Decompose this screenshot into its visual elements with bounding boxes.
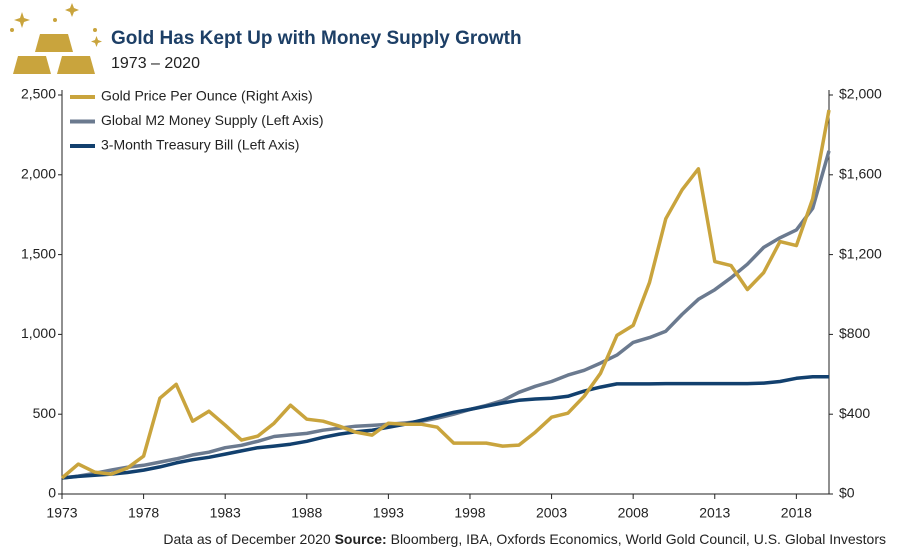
- x-tick-label: 1988: [291, 505, 322, 521]
- series-line: [61, 150, 831, 480]
- footnote: Data as of December 2020 Source: Bloombe…: [163, 531, 886, 547]
- y-tick-label: 2,500: [21, 86, 56, 102]
- legend-label: Global M2 Money Supply (Left Axis): [101, 112, 324, 128]
- y-tick-label: 1,500: [21, 245, 56, 261]
- x-tick-label: 2018: [781, 505, 812, 521]
- y2-tick-label: $800: [839, 325, 870, 341]
- source: Bloomberg, IBA, Oxfords Economics, World…: [391, 531, 886, 547]
- x-tick-label: 1993: [373, 505, 404, 521]
- y2-tick-label: $400: [839, 405, 870, 421]
- y2-tick-label: $0: [839, 485, 855, 501]
- y-tick-label: 500: [33, 405, 57, 421]
- y2-tick-label: $2,000: [839, 86, 882, 102]
- y2-tick-label: $1,200: [839, 245, 882, 261]
- x-tick-label: 1978: [128, 505, 159, 521]
- x-tick-label: 1998: [454, 505, 485, 521]
- x-tick-label: 1983: [210, 505, 241, 521]
- series-line: [60, 109, 831, 480]
- y-tick-label: 1,000: [21, 325, 56, 341]
- y-tick-label: 0: [48, 485, 56, 501]
- legend-label: 3-Month Treasury Bill (Left Axis): [101, 137, 299, 153]
- x-tick-label: 2008: [618, 505, 649, 521]
- x-tick-label: 1973: [46, 505, 77, 521]
- chart-title: Gold Has Kept Up with Money Supply Growt…: [111, 28, 522, 49]
- logo: [10, 3, 102, 74]
- y-tick-label: 2,000: [21, 166, 56, 182]
- legend-label: Gold Price Per Ounce (Right Axis): [101, 88, 313, 104]
- series-line: [61, 374, 829, 480]
- y2-tick-label: $1,600: [839, 166, 882, 182]
- x-tick-label: 2003: [536, 505, 567, 521]
- chart-subtitle: 1973 – 2020: [111, 55, 200, 72]
- source-label: Source:: [335, 531, 387, 547]
- x-tick-label: 2013: [699, 505, 730, 521]
- note: Data as of December 2020: [163, 531, 331, 547]
